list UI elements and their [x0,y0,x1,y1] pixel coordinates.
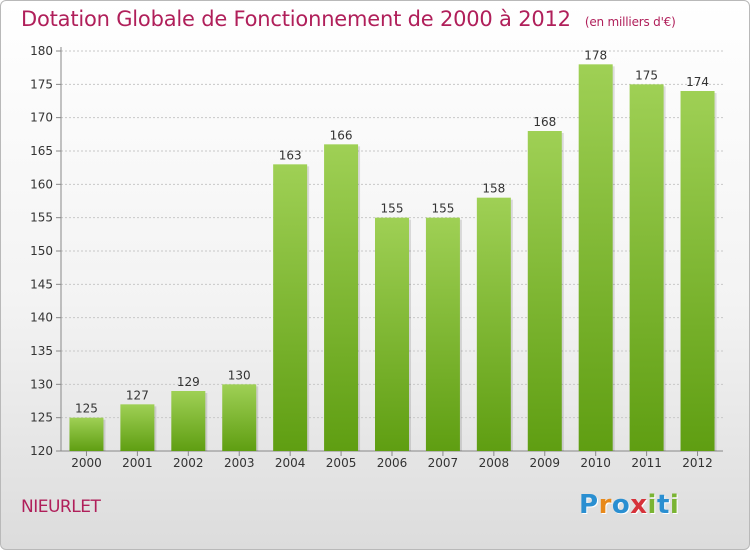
bar-value-label: 155 [381,202,404,216]
bar [120,404,155,451]
bar [273,164,308,452]
x-tick-label: 2003 [224,456,255,470]
bar-value-label: 174 [686,75,709,89]
x-tick-label: 2008 [479,456,510,470]
bar-value-label: 127 [126,388,149,402]
bar [680,91,715,451]
bar [476,197,511,451]
bar [527,131,562,451]
y-tick-label: 150 [30,244,53,258]
logo-letter: i [647,490,657,520]
bar [375,217,409,451]
x-tick-label: 2000 [71,456,102,470]
x-tick-label: 2007 [428,456,459,470]
bar-value-label: 175 [635,68,658,82]
y-tick-label: 135 [30,344,53,358]
chart-title-text: Dotation Globale de Fonctionnement de 20… [21,7,571,31]
bar [171,391,206,451]
chart-unit-note: (en milliers d'€) [584,15,676,29]
chart-title: Dotation Globale de Fonctionnement de 20… [21,7,676,31]
bar-value-label: 178 [584,48,607,62]
y-tick-label: 120 [30,444,53,458]
x-tick-label: 2005 [326,456,357,470]
logo-letter: P [579,490,599,520]
x-tick-label: 2010 [580,456,611,470]
bar-value-label: 163 [279,148,302,162]
bar-value-label: 129 [177,375,200,389]
logo-letter: i [669,490,680,520]
y-tick-label: 170 [30,111,53,125]
bar-value-label: 168 [533,115,556,129]
x-tick-label: 2006 [377,456,408,470]
y-tick-label: 175 [30,77,53,91]
bar-value-label: 155 [431,202,454,216]
x-tick-label: 2009 [529,456,560,470]
bar [324,144,359,452]
bar [425,217,460,451]
x-tick-label: 2012 [682,456,713,470]
proxiti-logo: Proxiti [579,490,679,520]
y-tick-label: 130 [30,377,53,391]
bar [69,417,104,451]
bar-value-label: 158 [482,182,505,196]
bar-value-label: 130 [228,368,251,382]
bar [578,64,613,452]
y-tick-label: 165 [30,144,53,158]
logo-letter: t [656,490,670,520]
bar-value-label: 125 [75,402,98,416]
logo-letter: o [611,490,631,520]
x-tick-label: 2001 [122,456,153,470]
y-tick-label: 145 [30,277,53,291]
y-tick-label: 180 [30,44,53,58]
y-tick-label: 125 [30,411,53,425]
logo-letter: r [598,490,612,520]
x-tick-label: 2011 [631,456,662,470]
y-tick-label: 160 [30,177,53,191]
bar-value-label: 166 [330,128,353,142]
commune-name: NIEURLET [21,497,101,517]
logo-letter: x [630,490,648,520]
bar [222,384,257,451]
bar [629,84,664,451]
y-tick-label: 140 [30,311,53,325]
y-tick-label: 155 [30,211,53,225]
x-tick-label: 2002 [173,456,204,470]
x-tick-label: 2004 [275,456,306,470]
